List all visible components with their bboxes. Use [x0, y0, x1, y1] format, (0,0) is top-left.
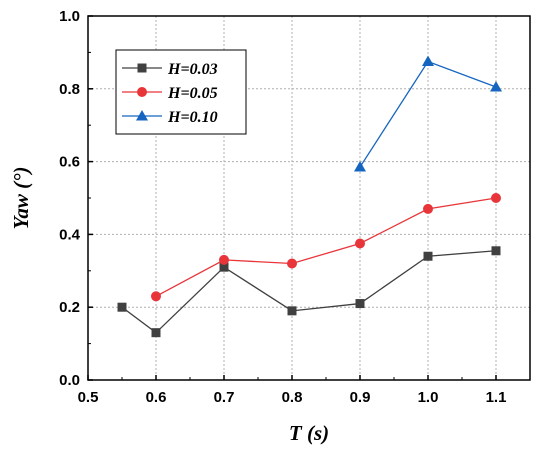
x-tick-label: 0.6 — [146, 389, 167, 406]
y-tick-label: 0.8 — [59, 81, 80, 98]
data-point — [219, 262, 229, 272]
series-circle — [151, 193, 501, 302]
data-point — [355, 238, 365, 249]
x-tick-label: 0.9 — [350, 389, 371, 406]
series-line — [155, 197, 497, 297]
legend-marker — [136, 110, 148, 121]
legend-marker — [137, 87, 147, 97]
axis-ticks: 0.5 0.6 0.7 0.8 0.9 1.0 1.1 0.0 0.2 0.4 0.6 0.8 1.0 — [59, 8, 506, 406]
data-point — [423, 251, 433, 261]
data-point — [422, 55, 434, 66]
x-tick-label: 1.0 — [418, 389, 439, 406]
y-tick-label: 0.6 — [59, 154, 80, 171]
data-point — [355, 299, 365, 309]
series-triangle — [354, 55, 502, 172]
y-tick-label: 0.2 — [59, 299, 80, 316]
data-point — [151, 328, 161, 338]
data-point — [491, 246, 501, 256]
data-point — [491, 193, 501, 203]
legend-label: H=0.05 — [167, 85, 218, 102]
series-layer — [117, 55, 502, 338]
x-axis-title: T (s) — [289, 421, 329, 445]
x-tick-label: 1.1 — [486, 389, 507, 406]
data-point — [287, 258, 297, 269]
x-tick-label: 0.8 — [282, 389, 303, 406]
series-square — [117, 246, 501, 338]
y-tick-label: 1.0 — [59, 8, 80, 25]
y-tick-label: 0.4 — [59, 226, 81, 243]
legend-label: H=0.10 — [167, 109, 218, 126]
data-point — [287, 306, 297, 316]
y-axis-title: Yaw (°) — [9, 166, 33, 229]
data-point — [423, 203, 433, 214]
legend: H=0.03 H=0.05 H=0.10 — [115, 49, 247, 135]
data-point — [219, 254, 229, 265]
y-tick-label: 0.0 — [59, 372, 80, 389]
legend-marker — [137, 63, 147, 73]
legend-label: H=0.03 — [167, 61, 218, 78]
data-point — [151, 291, 161, 302]
x-tick-label: 0.5 — [78, 389, 99, 406]
data-point — [117, 302, 127, 312]
data-point — [354, 161, 366, 172]
series-line — [121, 250, 497, 334]
data-point — [490, 80, 502, 92]
grid-lines — [88, 16, 530, 380]
x-tick-label: 0.7 — [214, 389, 235, 406]
